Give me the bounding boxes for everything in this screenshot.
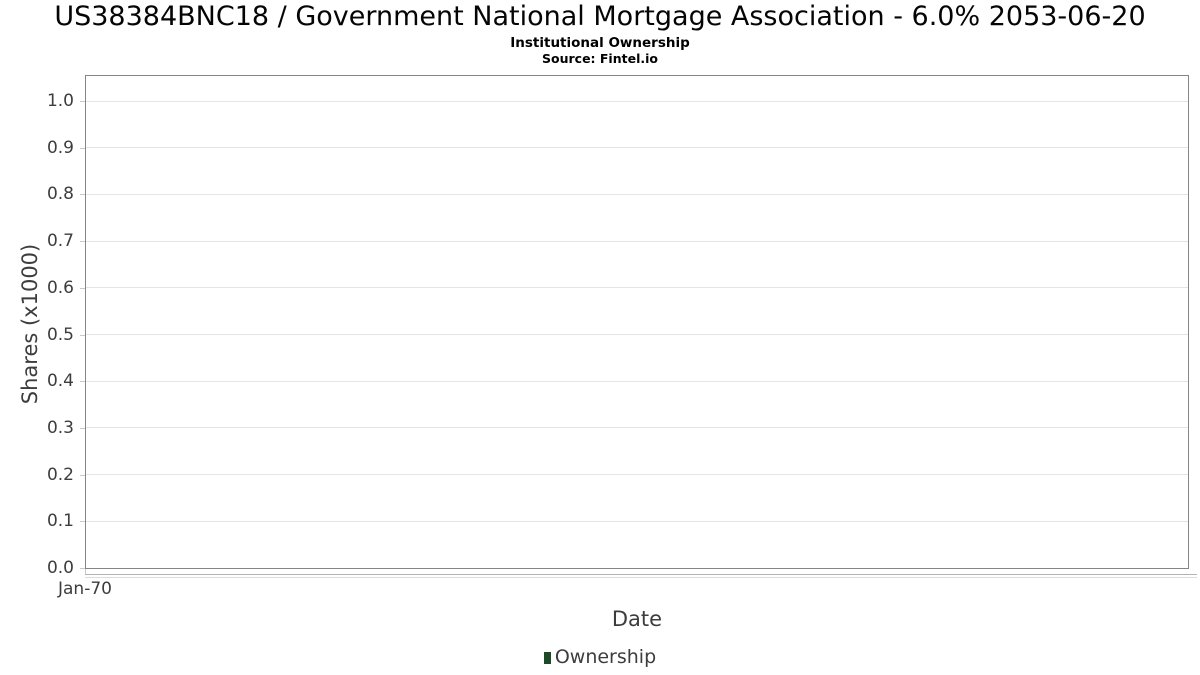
- x-axis-label: Date: [611, 607, 663, 631]
- y-gridline: [86, 474, 1188, 476]
- y-tick-label: 0.6: [46, 277, 74, 298]
- x-axis-rule: [85, 574, 1197, 575]
- y-tick-label: 0.5: [46, 324, 74, 345]
- x-axis-rule-shadow: [85, 577, 1197, 578]
- y-tick-label: 0.9: [46, 137, 74, 158]
- y-tick-label: 0.7: [46, 231, 74, 252]
- legend-label-ownership: Ownership: [554, 646, 657, 668]
- chart-source: Source: Fintel.io: [542, 51, 658, 66]
- plot-area: [85, 75, 1189, 569]
- y-tick-mark: [80, 147, 85, 149]
- y-tick-mark: [80, 427, 85, 429]
- y-tick-mark: [80, 521, 85, 523]
- y-tick-label: 0.2: [46, 464, 74, 485]
- y-gridline: [86, 147, 1188, 149]
- y-gridline: [86, 240, 1188, 242]
- y-tick-label: 1.0: [46, 91, 74, 111]
- y-gridline: [86, 287, 1188, 289]
- y-gridline: [86, 427, 1188, 429]
- y-tick-label: 0.3: [46, 417, 74, 438]
- y-gridline: [86, 334, 1188, 335]
- y-tick-mark: [80, 287, 85, 289]
- y-gridline: [86, 520, 1188, 522]
- y-tick-mark: [80, 381, 85, 383]
- chart-subtitle: Institutional Ownership: [510, 35, 690, 51]
- chart-title: US38384BNC18 / Government National Mortg…: [54, 1, 1146, 32]
- legend-swatch-ownership: [543, 651, 551, 664]
- x-tick-label: Jan-70: [58, 579, 112, 599]
- y-gridline: [86, 380, 1188, 382]
- y-tick-mark: [80, 241, 85, 243]
- y-tick-mark: [80, 194, 85, 196]
- y-tick-mark: [80, 101, 85, 102]
- x-tick-mark: [85, 569, 86, 574]
- legend: Ownership: [0, 646, 1200, 668]
- y-tick-label: 0.4: [46, 371, 74, 392]
- y-gridline: [86, 100, 1188, 102]
- y-gridline: [86, 193, 1188, 195]
- y-tick-label: 0.0: [46, 558, 74, 578]
- y-tick-label: 0.1: [46, 511, 74, 532]
- y-tick-mark: [80, 568, 85, 569]
- y-tick-mark: [80, 334, 85, 336]
- y-tick-mark: [80, 474, 85, 476]
- y-tick-label: 0.8: [46, 184, 74, 205]
